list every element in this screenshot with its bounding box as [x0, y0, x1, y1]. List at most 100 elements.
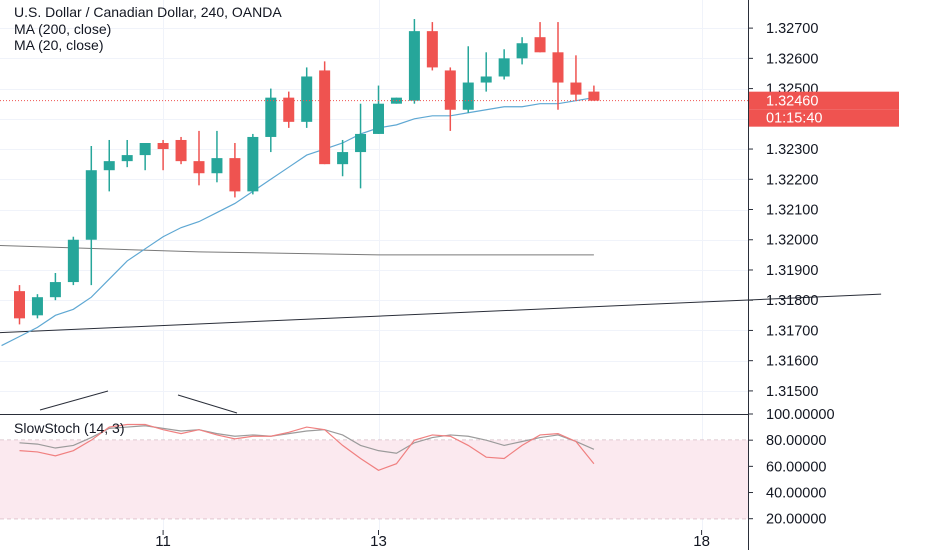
- stoch-band: [0, 440, 748, 519]
- stoch-legend[interactable]: SlowStoch (14, 3): [14, 420, 125, 436]
- last-price-badge: [749, 91, 899, 110]
- candle-body: [265, 97, 277, 137]
- price-tick-label: 1.32700: [766, 21, 818, 37]
- candle-body: [193, 161, 205, 174]
- candle-body: [408, 31, 420, 101]
- candle-body: [498, 58, 510, 77]
- candle-body: [211, 158, 223, 174]
- price-pane-background: [0, 0, 748, 414]
- price-axis[interactable]: 1.327001.326001.325001.324001.323001.322…: [748, 21, 818, 400]
- candle-bearish[interactable]: [552, 22, 564, 110]
- candle-body: [462, 82, 474, 110]
- price-tick-label: 1.32100: [766, 203, 818, 219]
- candle-bullish[interactable]: [355, 103, 367, 189]
- candle-body: [157, 143, 169, 150]
- candle-body: [444, 70, 456, 110]
- candle-body: [175, 139, 187, 162]
- last-price-value: 1.32460: [766, 94, 818, 110]
- candle-bullish[interactable]: [103, 139, 115, 192]
- candle-body: [283, 97, 295, 122]
- candle-body: [480, 76, 492, 83]
- candle-body: [49, 282, 61, 298]
- candle-bullish[interactable]: [121, 139, 133, 168]
- ma20-path: [1, 97, 594, 347]
- candle-bullish[interactable]: [373, 85, 384, 134]
- bar-countdown: 01:15:40: [766, 111, 822, 127]
- trendlines: [0, 293, 882, 414]
- price-tick-label: 1.31800: [766, 293, 818, 309]
- stoch-tick-label: 60.00000: [766, 459, 826, 475]
- candle-body: [337, 152, 349, 165]
- candle-bearish[interactable]: [175, 136, 187, 165]
- candle-body: [31, 297, 43, 316]
- candle-body: [139, 143, 151, 156]
- candle-bearish[interactable]: [193, 130, 205, 186]
- candle-body: [121, 155, 133, 162]
- candle-bearish[interactable]: [588, 85, 600, 101]
- candle-bullish[interactable]: [516, 37, 528, 65]
- candle-bearish[interactable]: [319, 61, 331, 165]
- candle-body: [85, 170, 97, 240]
- candle-bearish[interactable]: [534, 22, 546, 53]
- time-tick-label: 18: [693, 533, 710, 550]
- stoch-k-line: [19, 425, 595, 454]
- price-tick-label: 1.31500: [766, 384, 818, 400]
- candle-bullish[interactable]: [408, 19, 420, 104]
- trendline-segment[interactable]: [39, 390, 109, 411]
- candle-bearish[interactable]: [14, 285, 25, 325]
- ma20-line: [1, 97, 594, 347]
- candle-bullish[interactable]: [85, 146, 97, 286]
- candle-body: [103, 161, 115, 171]
- time-tick-label: 11: [155, 533, 171, 550]
- candle-bullish[interactable]: [498, 49, 510, 80]
- ma20-legend[interactable]: MA (20, close): [14, 37, 104, 53]
- candle-body: [570, 82, 582, 95]
- candle-body: [552, 52, 564, 83]
- price-tick-label: 1.32200: [766, 172, 818, 188]
- price-tick-label: 1.31600: [766, 354, 818, 370]
- candle-bullish[interactable]: [139, 143, 151, 171]
- candle-body: [588, 91, 600, 101]
- price-tick-label: 1.32300: [766, 142, 818, 158]
- candle-bullish[interactable]: [480, 52, 492, 92]
- ma200-path: [0, 245, 594, 256]
- candle-bullish[interactable]: [49, 273, 61, 301]
- candle-bullish[interactable]: [265, 88, 277, 153]
- price-tick-label: 1.31700: [766, 323, 818, 339]
- candle-body: [319, 70, 331, 165]
- price-badges: 1.32460 01:15:40: [0, 91, 899, 127]
- candle-bullish[interactable]: [247, 133, 259, 195]
- candle-body: [516, 43, 528, 59]
- stoch-axis[interactable]: 100.00000 80.00000 60.00000 40.00000 20.0000…: [748, 407, 835, 528]
- ma200-legend[interactable]: MA (200, close): [14, 21, 112, 37]
- chart-title: U.S. Dollar / Canadian Dollar, 240, OAND…: [14, 4, 282, 20]
- candle-bearish[interactable]: [157, 139, 169, 171]
- candle-body: [301, 76, 313, 122]
- candle-bearish[interactable]: [283, 91, 295, 128]
- candle-body: [229, 158, 241, 192]
- trendline[interactable]: [0, 293, 882, 336]
- candle-body: [247, 136, 259, 192]
- candle-bullish[interactable]: [462, 46, 474, 113]
- stoch-tick-label: 20.00000: [766, 512, 826, 528]
- chart-background: [0, 0, 748, 414]
- stoch-tick-label: 80.00000: [766, 433, 826, 449]
- candle-body: [67, 239, 79, 283]
- candle-bearish[interactable]: [570, 55, 582, 101]
- candlestick-series[interactable]: [14, 19, 600, 325]
- stoch-lines: [19, 423, 595, 471]
- trendline-segment[interactable]: [177, 394, 238, 414]
- stoch-tick-label: 100.00000: [766, 407, 835, 423]
- candle-bullish[interactable]: [337, 139, 349, 177]
- candle-bullish[interactable]: [67, 236, 79, 286]
- time-axis[interactable]: 11 13 18: [155, 530, 710, 550]
- time-tick-label: 13: [370, 533, 387, 550]
- stoch-tick-label: 40.00000: [766, 486, 826, 502]
- candle-bullish[interactable]: [31, 294, 43, 319]
- candle-bearish[interactable]: [444, 67, 456, 131]
- candle-bearish[interactable]: [229, 143, 241, 198]
- candle-bullish[interactable]: [211, 130, 223, 183]
- candle-bearish[interactable]: [426, 22, 438, 71]
- candle-bullish[interactable]: [301, 67, 313, 128]
